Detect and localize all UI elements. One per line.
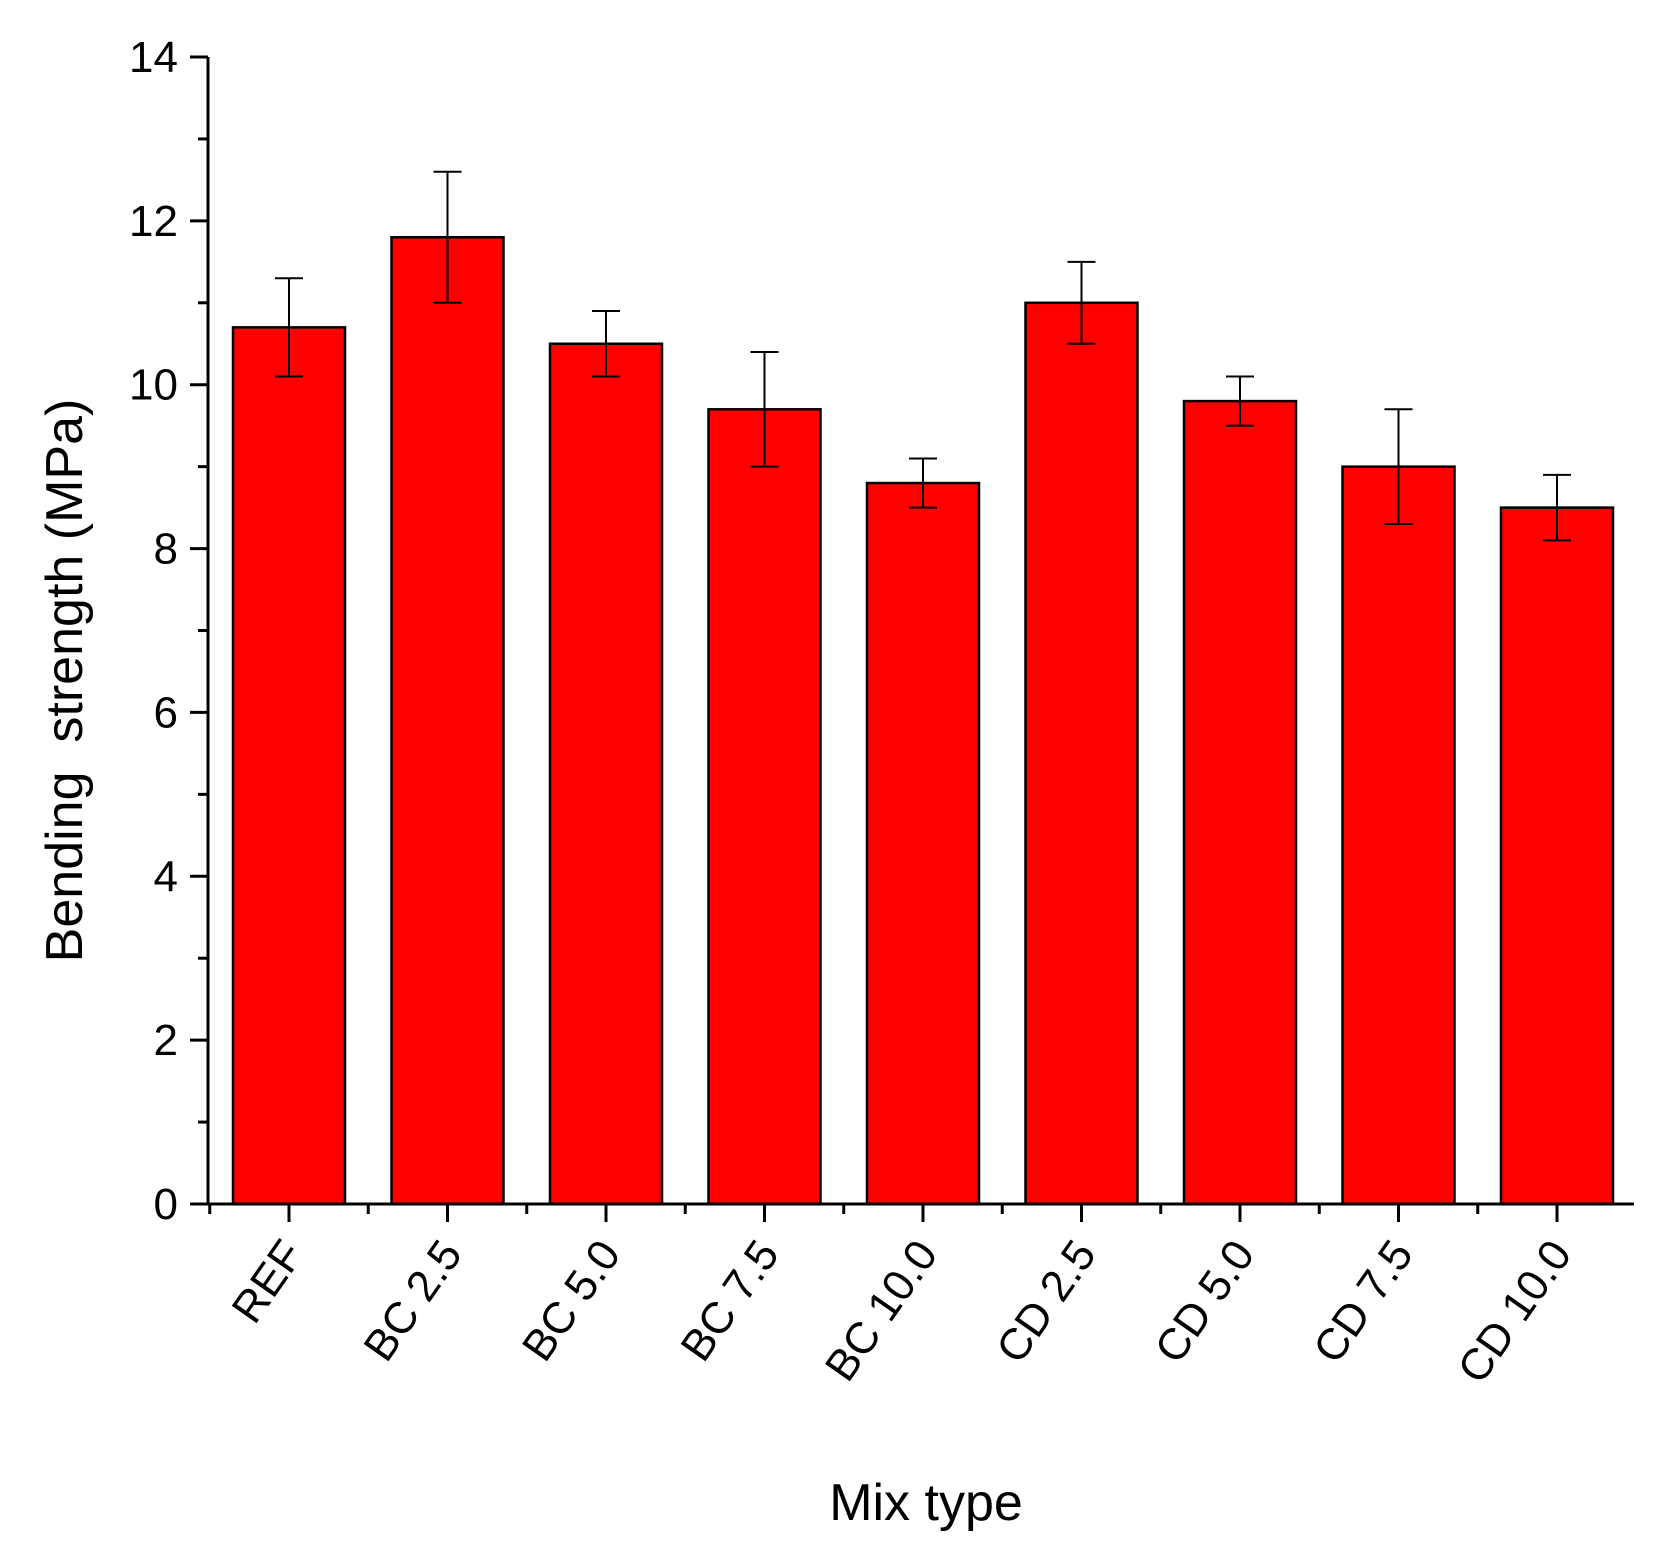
error-bar [1543,473,1571,542]
y-tick-label: 8 [154,525,178,574]
error-bar [433,170,462,304]
x-tick-label: BC 2.5 [354,1232,471,1370]
error-bar [1226,375,1254,427]
x-tick-label: REF [223,1232,314,1332]
bar [1499,506,1615,1206]
y-tick-label: 0 [154,1180,178,1229]
x-tick-label: BC 5.0 [513,1232,630,1370]
error-bar [1067,260,1096,345]
bar [1182,399,1298,1206]
error-bar [909,457,937,509]
x-tick-label: CD 5.0 [1146,1232,1265,1372]
bar [1024,301,1139,1206]
error-bar [1384,408,1413,525]
y-tick-label: 14 [129,33,178,82]
x-axis-title: Mix type [829,1474,1023,1532]
bar [231,326,347,1206]
bar [390,235,505,1206]
bar [1341,465,1456,1206]
error-bar [750,350,779,468]
y-tick-label: 4 [154,852,178,901]
x-tick-label: CD 10.0 [1448,1232,1581,1392]
y-tick-label: 2 [154,1016,178,1065]
bar [865,481,981,1206]
y-axis-title: Bending strength (MPa) [36,399,94,963]
error-bar [275,277,303,378]
bar [548,342,664,1206]
y-tick-label: 6 [154,688,178,737]
error-bar [592,309,620,378]
bar [707,408,822,1206]
x-tick-label: CD 2.5 [987,1232,1106,1372]
bars-layer [231,170,1615,1206]
y-tick-label: 10 [129,361,178,410]
x-tick-label: BC 10.0 [816,1232,947,1390]
y-tick-label: 12 [129,197,178,246]
x-tick-label: BC 7.5 [671,1232,788,1370]
x-tick-label: CD 7.5 [1304,1232,1423,1372]
